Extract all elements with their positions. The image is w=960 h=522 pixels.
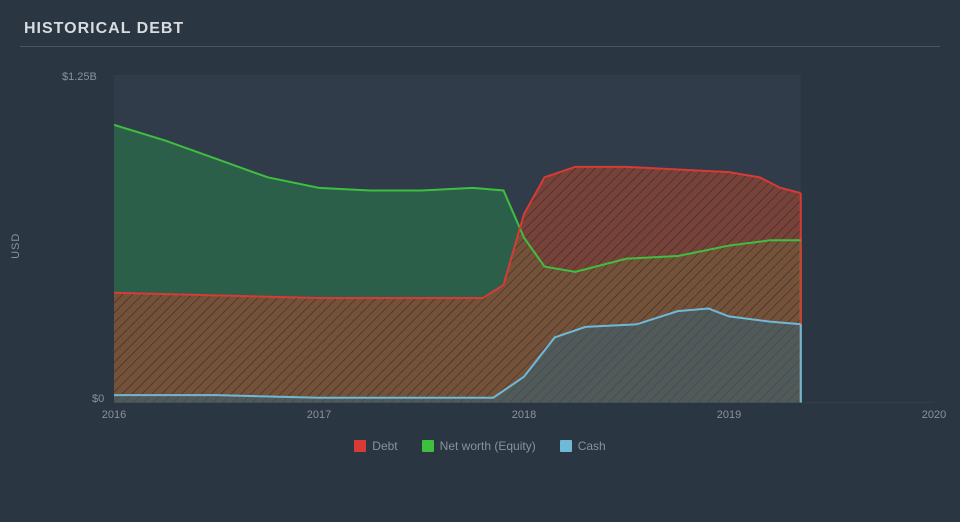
chart-area: USD $1.25B $0 20162017201820192020 DebtN… <box>20 51 940 481</box>
y-tick-max: $1.25B <box>62 71 97 83</box>
title-divider <box>20 46 940 47</box>
y-axis-label: USD <box>10 233 22 259</box>
x-tick: 2017 <box>307 409 331 421</box>
legend-item: Debt <box>354 439 397 453</box>
x-tick: 2018 <box>512 409 536 421</box>
x-axis-ticks: 20162017201820192020 <box>114 409 934 429</box>
legend-label: Debt <box>372 439 397 453</box>
legend-item: Net worth (Equity) <box>422 439 536 453</box>
x-tick: 2020 <box>922 409 946 421</box>
legend-label: Net worth (Equity) <box>440 439 536 453</box>
chart-container: HISTORICAL DEBT USD $1.25B $0 2016 2017 20… <box>0 0 960 522</box>
legend-item: Cash <box>560 439 606 453</box>
plot-region <box>114 75 934 403</box>
legend-swatch <box>354 440 366 452</box>
y-tick-min: $0 <box>92 393 104 405</box>
chart-title: HISTORICAL DEBT <box>24 20 940 38</box>
x-tick: 2016 <box>102 409 126 421</box>
legend-label: Cash <box>578 439 606 453</box>
x-tick: 2019 <box>717 409 741 421</box>
plot-svg <box>114 75 934 403</box>
legend: Debt Net worth (Equity) Cash <box>20 439 940 457</box>
legend-swatch <box>422 440 434 452</box>
legend-swatch <box>560 440 572 452</box>
